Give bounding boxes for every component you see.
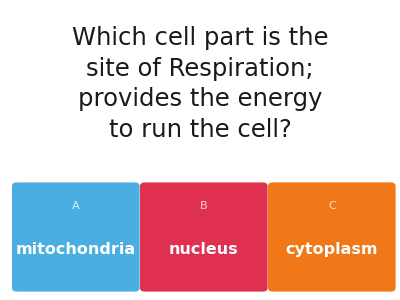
FancyBboxPatch shape xyxy=(12,182,140,292)
Text: Which cell part is the
site of Respiration;
provides the energy
to run the cell?: Which cell part is the site of Respirati… xyxy=(72,26,328,142)
FancyBboxPatch shape xyxy=(140,182,268,292)
Text: mitochondria: mitochondria xyxy=(16,242,136,257)
Text: nucleus: nucleus xyxy=(169,242,239,257)
Text: C: C xyxy=(328,201,336,212)
Text: B: B xyxy=(200,201,208,212)
FancyBboxPatch shape xyxy=(268,182,396,292)
Text: A: A xyxy=(72,201,80,212)
Text: cytoplasm: cytoplasm xyxy=(286,242,378,257)
